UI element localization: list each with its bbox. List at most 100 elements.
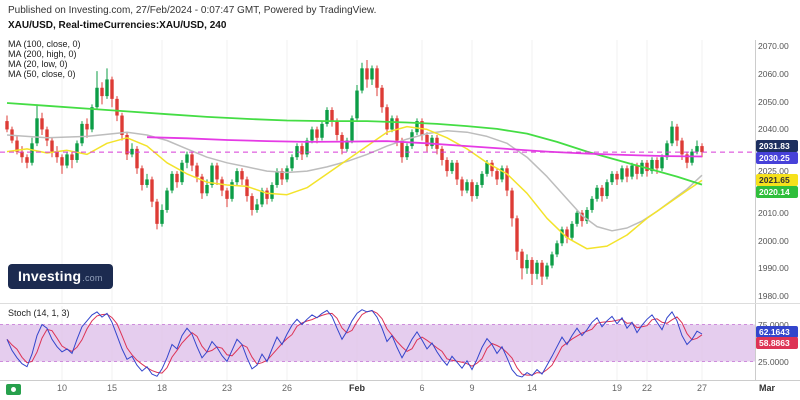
candle-body — [285, 168, 289, 180]
time-tick: 6 — [419, 383, 425, 393]
price-tick: 2040.00 — [758, 124, 789, 135]
candle-body — [135, 148, 139, 169]
candle-body — [70, 154, 74, 160]
candle-body — [535, 262, 539, 274]
candle-body — [215, 165, 219, 180]
stoch-tick: 75.0000 — [758, 319, 789, 330]
camera-icon — [6, 384, 21, 395]
time-tick: 22 — [641, 383, 653, 393]
pane-separator — [0, 303, 800, 304]
candle-body — [15, 140, 19, 152]
ma-legend-item: MA (200, high, 0) — [8, 49, 77, 59]
candle-body — [475, 184, 479, 197]
candle-body — [250, 196, 254, 210]
candle-body — [25, 157, 29, 163]
candle-body — [610, 173, 614, 183]
stoch-tick: 25.0000 — [758, 356, 789, 367]
time-tick: 26 — [281, 383, 293, 393]
ma-line — [146, 136, 703, 158]
candle-body — [470, 182, 474, 197]
investing-logo: Investing.com — [8, 264, 113, 289]
candle-body — [460, 179, 464, 191]
candle-body — [170, 173, 174, 191]
candle-body — [270, 184, 274, 199]
candle-body — [290, 157, 294, 169]
candle-body — [65, 154, 69, 166]
ma-line — [6, 125, 703, 250]
candle-body — [175, 173, 179, 183]
time-tick: 15 — [106, 383, 118, 393]
candle-body — [85, 123, 89, 130]
candle-body — [565, 229, 569, 238]
price-label-last-price: 2031.83 — [756, 140, 798, 153]
candle-body — [600, 187, 604, 197]
candle-body — [625, 168, 629, 177]
stoch-value-label: 58.8863 — [756, 337, 798, 350]
candle-body — [440, 148, 444, 160]
candle-body — [415, 121, 419, 133]
candle-body — [245, 179, 249, 197]
candle-body — [90, 107, 94, 130]
candle-body — [410, 132, 414, 147]
price-tick: 1990.00 — [758, 263, 789, 274]
symbol-title: XAU/USD, Real-timeCurrencies:XAU/USD, 24… — [8, 20, 227, 31]
price-chart-canvas[interactable] — [0, 40, 755, 303]
candle-body — [695, 146, 699, 152]
candle-body — [225, 190, 229, 199]
candle-body — [325, 109, 329, 124]
candle-body — [35, 118, 39, 144]
candle-body — [235, 171, 239, 183]
logo-suffix: .com — [82, 273, 103, 283]
candle-body — [190, 154, 194, 166]
candle-body — [255, 204, 259, 210]
time-tick: 23 — [221, 383, 233, 393]
candle-body — [95, 87, 99, 108]
candle-body — [60, 157, 64, 166]
candle-body — [355, 90, 359, 119]
candle-body — [525, 259, 529, 269]
candle-body — [365, 68, 369, 80]
candle-body — [130, 148, 134, 155]
candle-body — [530, 259, 534, 274]
candle-body — [620, 168, 624, 180]
ma-legend: MA (100, close, 0) MA (200, high, 0) MA (2… — [8, 39, 81, 79]
price-tick: 2060.00 — [758, 68, 789, 79]
ma-line — [6, 130, 703, 232]
stochastic-chart-canvas[interactable] — [0, 306, 755, 380]
candle-body — [80, 123, 84, 144]
candle-body — [570, 223, 574, 238]
candle-body — [385, 107, 389, 130]
price-tick: 2070.00 — [758, 41, 789, 52]
time-tick: Feb — [348, 383, 366, 393]
stoch-value-label: 62.1643 — [756, 326, 798, 338]
candle-body — [485, 162, 489, 174]
price-tick: 2010.00 — [758, 207, 789, 218]
candle-body — [110, 79, 114, 99]
time-tick: 27 — [696, 383, 708, 393]
ma-legend-item: MA (50, close, 0) — [8, 69, 76, 79]
candle-body — [515, 218, 519, 252]
candle-body — [590, 198, 594, 210]
candle-body — [480, 173, 484, 185]
candle-body — [425, 134, 429, 147]
candle-body — [540, 262, 544, 277]
candle-body — [430, 137, 434, 147]
stoch-legend: Stoch (14, 1, 3) — [8, 308, 70, 318]
candle-body — [195, 165, 199, 177]
candle-body — [630, 165, 634, 177]
candle-body — [330, 109, 334, 122]
time-tick: 9 — [469, 383, 475, 393]
time-tick: 10 — [56, 383, 68, 393]
candle-body — [560, 229, 564, 244]
candle-body — [545, 265, 549, 277]
candle-body — [20, 151, 24, 158]
candle-body — [45, 129, 49, 141]
candle-body — [390, 118, 394, 130]
candle-body — [345, 140, 349, 149]
candle-body — [200, 176, 204, 194]
candle-body — [125, 134, 129, 155]
candle-body — [380, 87, 384, 108]
stoch-k-line — [6, 309, 703, 378]
candle-body — [505, 168, 509, 191]
